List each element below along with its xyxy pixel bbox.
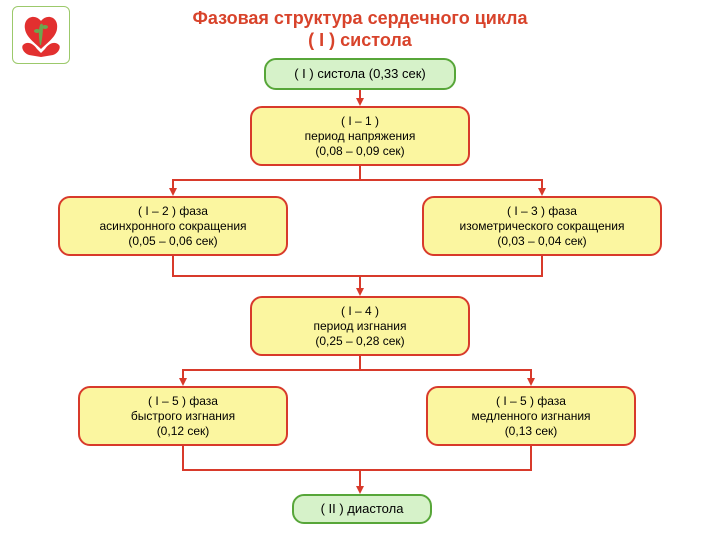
node-async: ( I – 2 ) фаза асинхронного сокращения (… xyxy=(58,196,288,256)
node-text: (0,25 – 0,28 сек) xyxy=(315,334,404,349)
node-text: (0,05 – 0,06 сек) xyxy=(128,234,217,249)
node-text: ( I – 3 ) фаза xyxy=(507,204,577,219)
node-text: ( I – 5 ) фаза xyxy=(148,394,218,409)
node-text: быстрого изгнания xyxy=(131,409,235,424)
node-slow: ( I – 5 ) фаза медленного изгнания (0,13… xyxy=(426,386,636,446)
node-text: период изгнания xyxy=(313,319,406,334)
node-text: (0,03 – 0,04 сек) xyxy=(497,234,586,249)
node-text: ( I – 5 ) фаза xyxy=(496,394,566,409)
node-diastole-text: ( II ) диастола xyxy=(321,501,404,517)
node-diastole: ( II ) диастола xyxy=(292,494,432,524)
node-text: изометрического сокращения xyxy=(460,219,625,234)
node-text: (0,13 сек) xyxy=(505,424,558,439)
node-systole: ( I ) систола (0,33 сек) xyxy=(264,58,456,90)
node-text: асинхронного сокращения xyxy=(99,219,246,234)
node-text: медленного изгнания xyxy=(471,409,590,424)
node-text: ( I – 1 ) xyxy=(341,114,379,129)
node-ejection: ( I – 4 ) период изгнания (0,25 – 0,28 с… xyxy=(250,296,470,356)
node-text: (0,12 сек) xyxy=(157,424,210,439)
node-fast: ( I – 5 ) фаза быстрого изгнания (0,12 с… xyxy=(78,386,288,446)
node-tension: ( I – 1 ) период напряжения (0,08 – 0,09… xyxy=(250,106,470,166)
node-text: ( I – 4 ) xyxy=(341,304,379,319)
node-systole-text: ( I ) систола (0,33 сек) xyxy=(294,66,426,82)
title-line2: ( I ) систола xyxy=(0,30,720,51)
node-isometric: ( I – 3 ) фаза изометрического сокращени… xyxy=(422,196,662,256)
node-text: (0,08 – 0,09 сек) xyxy=(315,144,404,159)
title-line1: Фазовая структура сердечного цикла xyxy=(0,8,720,29)
node-text: ( I – 2 ) фаза xyxy=(138,204,208,219)
node-text: период напряжения xyxy=(305,129,416,144)
